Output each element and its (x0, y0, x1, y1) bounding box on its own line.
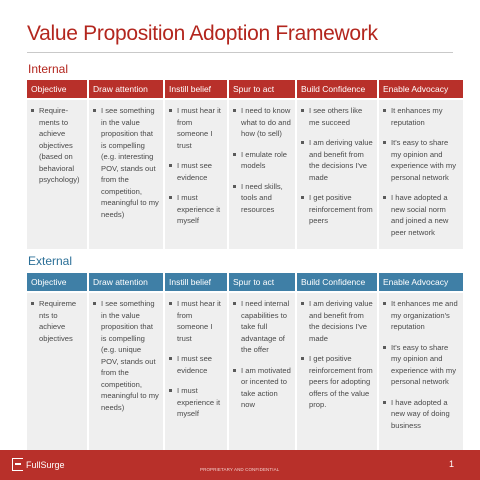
bullet-list: It enhances me and my organization's rep… (381, 298, 460, 431)
bullet-item: I need internal capabilities to take ful… (231, 298, 292, 356)
bullet-list: I see something in the value proposition… (91, 105, 160, 220)
bullet-item: I am motivated or incented to take actio… (231, 365, 292, 411)
bullet-item: I am deriving value and benefit from the… (299, 298, 374, 344)
bullet-list: I must hear it from someone I trust I mus… (167, 298, 224, 420)
external-header-spur-to-act: Spur to act (229, 273, 295, 291)
external-table: Objective Draw attention Instill belief Spu… (27, 273, 463, 455)
bullet-list: I need internal capabilities to take ful… (231, 298, 292, 411)
footer-bar: FullSurge PROPRIETARY AND CONFIDENTIAL 1 (0, 450, 480, 480)
internal-header-enable-advocacy: Enable Advocacy (379, 80, 463, 98)
internal-cell-instill-belief: I must hear it from someone I trust I mus… (165, 100, 227, 249)
external-cell-spur-to-act: I need internal capabilities to take ful… (229, 293, 295, 455)
page-number: 1 (448, 459, 454, 469)
external-cell-objective: Requireme nts to achieve objectives (27, 293, 87, 455)
confidential-notice: PROPRIETARY AND CONFIDENTIAL (200, 467, 280, 472)
bullet-item: It enhances my reputation (381, 105, 460, 128)
bullet-list: Require-ments to achieve objectives (bas… (29, 105, 84, 186)
external-cell-instill-belief: I must hear it from someone I trust I mus… (165, 293, 227, 455)
internal-section-label: Internal (28, 62, 69, 76)
bullet-item: I see others like me succeed (299, 105, 374, 128)
bullet-list: I see others like me succeed I am derivin… (299, 105, 374, 227)
internal-cell-objective: Require-ments to achieve objectives (bas… (27, 100, 87, 249)
external-cell-build-confidence: I am deriving value and benefit from the… (297, 293, 377, 455)
bullet-item: Require-ments to achieve objectives (bas… (29, 105, 84, 186)
bullet-item: I get positive reinforcement from peers (299, 192, 374, 227)
bullet-item: I see something in the value proposition… (91, 298, 160, 413)
internal-cell-build-confidence: I see others like me succeed I am derivin… (297, 100, 377, 249)
internal-cell-spur-to-act: I need to know what to do and how (to se… (229, 100, 295, 249)
bullet-item: I must hear it from someone I trust (167, 298, 224, 344)
internal-cell-draw-attention: I see something in the value proposition… (89, 100, 163, 249)
bullet-item: I need skills, tools and resources (231, 181, 292, 216)
bullet-item: I see something in the value proposition… (91, 105, 160, 220)
bullet-item: I need to know what to do and how (to se… (231, 105, 292, 140)
logo-mark-icon (12, 458, 23, 471)
bullet-list: I must hear it from someone I trust I mus… (167, 105, 224, 227)
bullet-item: I must experience it myself (167, 192, 224, 227)
internal-header-spur-to-act: Spur to act (229, 80, 295, 98)
bullet-item: I must see evidence (167, 353, 224, 376)
logo-text: FullSurge (26, 459, 65, 470)
bullet-item: I must see evidence (167, 160, 224, 183)
bullet-item: I get positive reinforcement from peers … (299, 353, 374, 411)
external-header-instill-belief: Instill belief (165, 273, 227, 291)
bullet-item: Requireme nts to achieve objectives (29, 298, 84, 344)
external-header-enable-advocacy: Enable Advocacy (379, 273, 463, 291)
page-title: Value Proposition Adoption Framework (27, 22, 378, 45)
bullet-item: I have adopted a new social norm and joi… (381, 192, 460, 238)
internal-table: Objective Draw attention Instill belief Spu… (27, 80, 463, 249)
bullet-list: I see something in the value proposition… (91, 298, 160, 413)
external-header-objective: Objective (27, 273, 87, 291)
external-header-build-confidence: Build Confidence (297, 273, 377, 291)
title-divider (27, 52, 453, 53)
fullsurge-logo: FullSurge (12, 458, 65, 471)
bullet-item: I must experience it myself (167, 385, 224, 420)
bullet-item: I am deriving value and benefit from the… (299, 137, 374, 183)
external-cell-enable-advocacy: It enhances me and my organization's rep… (379, 293, 463, 455)
bullet-item: I have adopted a new way of doing busine… (381, 397, 460, 432)
bullet-item: I must hear it from someone I trust (167, 105, 224, 151)
bullet-list: I need to know what to do and how (to se… (231, 105, 292, 215)
internal-header-draw-attention: Draw attention (89, 80, 163, 98)
bullet-list: I am deriving value and benefit from the… (299, 298, 374, 411)
internal-header-build-confidence: Build Confidence (297, 80, 377, 98)
internal-header-objective: Objective (27, 80, 87, 98)
bullet-item: It's easy to share my opinion and experi… (381, 342, 460, 388)
bullet-list: Requireme nts to achieve objectives (29, 298, 84, 344)
external-header-draw-attention: Draw attention (89, 273, 163, 291)
bullet-list: It enhances my reputation It's easy to sh… (381, 105, 460, 238)
external-section-label: External (28, 254, 73, 268)
external-cell-draw-attention: I see something in the value proposition… (89, 293, 163, 455)
internal-header-instill-belief: Instill belief (165, 80, 227, 98)
bullet-item: It's easy to share my opinion and experi… (381, 137, 460, 183)
bullet-item: I emulate role models (231, 149, 292, 172)
internal-cell-enable-advocacy: It enhances my reputation It's easy to sh… (379, 100, 463, 249)
bullet-item: It enhances me and my organization's rep… (381, 298, 460, 333)
